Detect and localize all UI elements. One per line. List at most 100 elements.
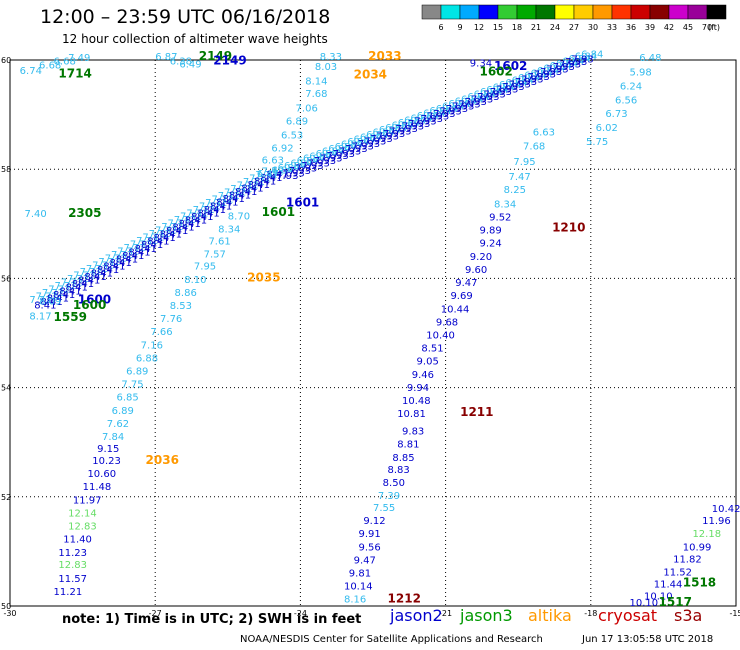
swh-value: 9.81 [349,569,371,580]
swh-value-dense: 7.93 [496,84,518,95]
swh-value-dense: 6.84 [410,113,432,124]
swh-value-dense: 7.93 [540,67,562,78]
swh-value-dense: 6.84 [537,66,559,77]
y-tick-label: 56 [1,274,11,283]
credit-line: NOAA/NESDIS Center for Satellite Applica… [240,634,543,645]
swh-value-dense: 7.72 [42,288,64,299]
swh-value-dense: 6.84 [347,137,369,148]
swh-value-dense: 7.93 [352,141,374,152]
swh-value: 6.89 [126,366,148,377]
swh-value: 7.95 [194,262,216,273]
swh-value-dense: 7.93 [571,55,593,66]
track-time-label: 1601 [286,195,319,209]
legend-jason2: jason2 [390,606,443,625]
swh-value-dense: 8.41 [103,261,125,272]
swh-value: 6.92 [271,144,293,155]
swh-value-dense: 6.84 [543,64,565,75]
swh-value-dense: 6.84 [461,94,483,105]
swh-value-dense: 6.84 [373,128,395,139]
swh-value-dense: 6.84 [385,123,407,134]
swh-value-dense: 7.93 [471,94,493,105]
swh-value: 8.09 [39,297,61,308]
colorbar-swatch [668,4,689,20]
swh-value: 7.55 [373,503,395,514]
swh-value-dense: 7.72 [237,181,259,192]
swh-value: 11.97 [73,495,102,506]
swh-value: 7.68 [305,89,327,100]
swh-value: 6.89 [112,406,134,417]
swh-value: 6.56 [615,96,637,107]
swh-value: 12.83 [58,560,87,571]
swh-value-dense: 6.84 [436,104,458,115]
swh-value-dense: 6.84 [316,149,338,160]
swh-value: 7.47 [509,172,531,183]
swh-value: 5.75 [586,137,608,148]
swh-value-dense: 7.72 [255,170,277,181]
swh-value-dense: 7.93 [477,92,499,103]
swh-value: 8.85 [392,453,414,464]
swh-value-dense: 7.93 [465,97,487,108]
swh-value: 8.53 [170,301,192,312]
colorbar-swatch [630,4,651,20]
swh-value-dense: 7.72 [142,233,164,244]
swh-value-dense: 7.93 [345,144,367,155]
swh-value-dense: 6.84 [278,163,300,174]
swh-value-dense: 7.72 [249,174,271,185]
swh-value-dense: 8.41 [34,300,56,311]
swh-value-dense: 6.84 [360,132,382,143]
swh-value: 6.74 [20,66,42,77]
swh-value-dense: 7.72 [211,194,233,205]
swh-value: 6.48 [639,53,661,64]
swh-value-dense: 6.84 [391,120,413,131]
swh-value-dense: 6.84 [297,156,319,167]
swh-value-dense: 8.41 [78,276,100,287]
swh-value-dense: 7.93 [339,146,361,157]
colorbar-swatch [592,4,613,20]
swh-value-dense: 7.93 [509,79,531,90]
swh-value-dense: 6.84 [467,92,489,103]
swh-value-dense: 8.41 [216,198,238,209]
x-tick-label: -27 [149,609,162,618]
swh-value-dense: 6.84 [556,59,578,70]
track-time-label: 2035 [247,271,280,285]
swh-value-dense: 7.72 [230,184,252,195]
swh-value-dense: 8.41 [197,208,219,219]
swh-value-dense: 7.72 [224,187,246,198]
track-time-label: 2305 [68,206,101,220]
swh-value-dense: 7.72 [161,222,183,233]
swh-value: 9.68 [436,317,458,328]
x-tick-label: -18 [584,609,597,618]
swh-value-dense: 7.72 [199,201,221,212]
swh-value-dense: 6.84 [524,71,546,82]
swh-value-dense: 8.41 [135,244,157,255]
swh-value-dense: 7.93 [333,149,355,160]
swh-value: 11.44 [654,579,683,590]
swh-value-dense: 6.84 [518,73,540,84]
swh-value: 6.47 [257,169,279,180]
swh-value-dense: 8.41 [241,184,263,195]
swh-value-dense: 6.84 [575,52,597,63]
swh-value-dense: 6.84 [309,151,331,162]
colorbar-swatch [611,4,632,20]
chart-title: 12:00 – 23:59 UTC 06/16/2018 [40,6,331,28]
swh-value: 9.47 [354,555,376,566]
swh-value-dense: 8.41 [122,251,144,262]
swh-value-dense: 7.93 [559,60,581,71]
swh-value-dense: 8.41 [254,176,276,187]
swh-value-dense: 6.84 [335,142,357,153]
track-time-label: 2036 [146,453,179,467]
swh-value-dense: 7.93 [408,119,430,130]
colorbar-swatch [535,4,556,20]
swh-value: 10.10 [644,591,673,602]
swh-value: 6.63 [533,127,555,138]
swh-value-dense: 7.72 [243,177,265,188]
swh-value: 7.75 [121,380,143,391]
swh-value: 8.81 [397,440,419,451]
colorbar-label: 27 [569,23,579,32]
swh-value-dense: 7.93 [440,107,462,118]
swh-value-dense: 8.41 [260,173,282,184]
swh-value: 6.63 [262,156,284,167]
legend-cryosat: cryosat [598,606,658,625]
swh-value-dense: 6.84 [474,90,496,101]
